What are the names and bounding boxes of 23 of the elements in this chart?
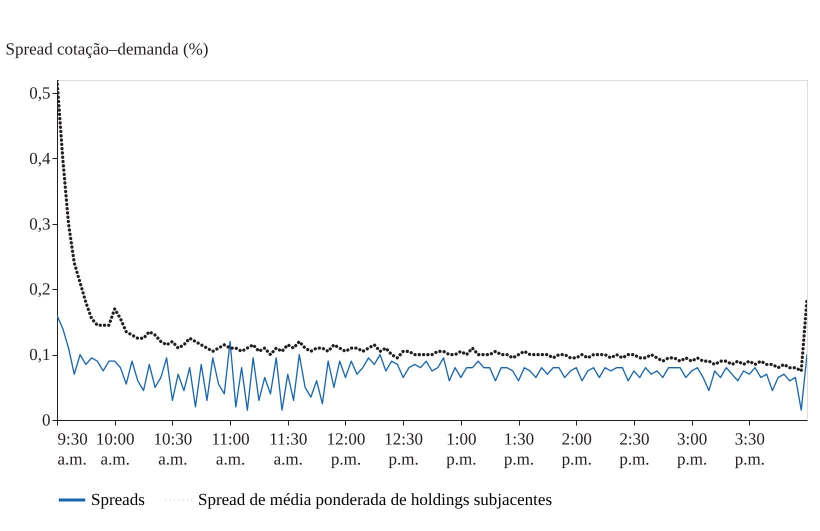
legend-label: Spreads bbox=[91, 490, 145, 509]
x-tick-label: 12:00 p.m. bbox=[326, 430, 366, 468]
y-tick-label: 0,3 bbox=[29, 214, 50, 234]
x-tick-label: 2:00 p.m. bbox=[562, 430, 592, 468]
x-tick-label: 3:30 p.m. bbox=[734, 430, 765, 468]
y-tick-label: 0,4 bbox=[29, 148, 51, 168]
x-tick-label: 3:00 p.m. bbox=[677, 430, 708, 468]
x-tick-label: 11:30 a.m. bbox=[269, 430, 308, 468]
line-series bbox=[57, 314, 807, 411]
legend-label: Spread de média ponderada de holdings subjacentes bbox=[198, 490, 552, 509]
y-axis-title: Spread cotação–demanda (%) bbox=[6, 40, 208, 58]
x-tick-label: 1:00 p.m. bbox=[446, 430, 476, 468]
y-tick-label: 0,2 bbox=[29, 280, 50, 299]
y-tick-label: 0,5 bbox=[29, 84, 50, 103]
x-tick-label: 9:30 a.m. bbox=[58, 430, 88, 468]
x-tick-label: 11:00 a.m. bbox=[212, 430, 250, 468]
x-tick-label: 2:30 p.m. bbox=[619, 430, 650, 468]
x-tick-label: 10:00 a.m. bbox=[96, 430, 135, 468]
y-tick-label: 0 bbox=[42, 410, 50, 430]
x-tick-label: 10:30 a.m. bbox=[154, 430, 192, 468]
x-tick-label: 12:30 p.m. bbox=[384, 430, 424, 468]
y-tick-label: 0,1 bbox=[29, 345, 50, 364]
x-tick-label: 1:30 p.m. bbox=[504, 430, 534, 468]
